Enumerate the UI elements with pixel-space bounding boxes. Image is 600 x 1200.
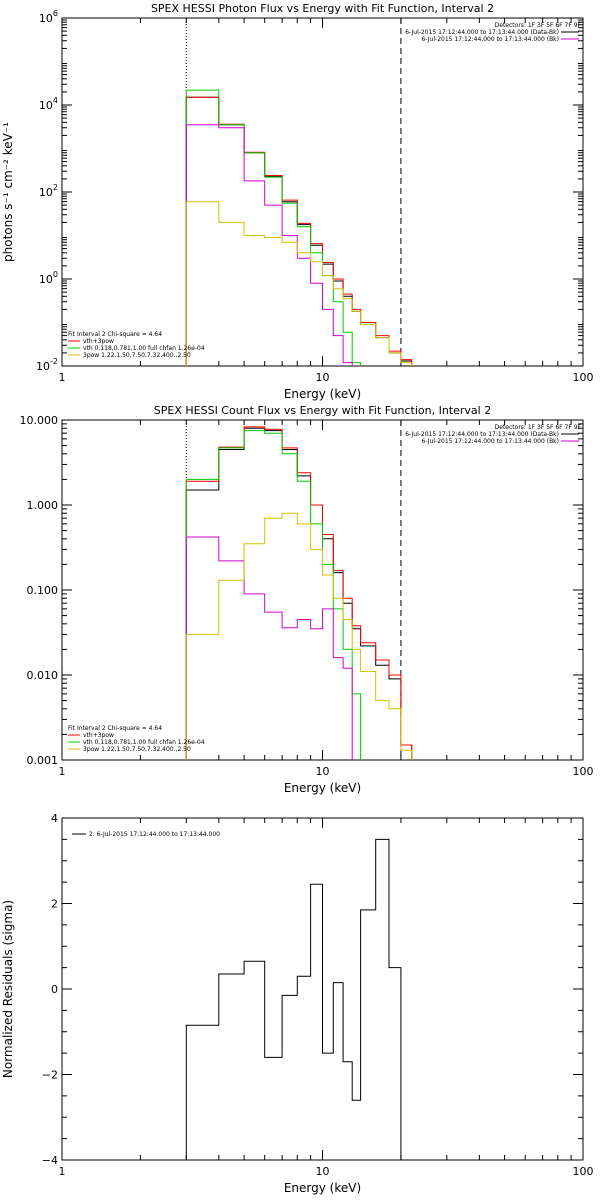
panel-count: SPEX HESSI Count Flux vs Energy with Fit…: [20, 404, 594, 795]
series-line-3: [185, 124, 353, 366]
series-line-2: [185, 89, 362, 366]
legend-header: Detectors: 1F 3F 5F 6F 7F 9F: [495, 22, 582, 29]
x-axis-label: Energy (keV): [284, 387, 361, 401]
y-tick-base: 10: [39, 99, 53, 112]
series-line-3: [185, 536, 353, 760]
y-tick-exponent: 2: [53, 183, 58, 192]
y-tick-label: 106: [39, 9, 58, 25]
y-tick-label: 2: [51, 898, 58, 911]
legend-entry-text: 6-Jul-2015 17:12:44.000 to 17:13:44.000 …: [421, 36, 559, 43]
series-group: [185, 838, 402, 1160]
series-line-1: [185, 426, 413, 760]
legend-header: Detectors: 1F 3F 5F 6F 7F 9F: [495, 424, 582, 431]
legend-header: Fit Interval 2 Chi-square = 4.64: [68, 725, 162, 732]
y-tick-base: 10: [39, 12, 53, 25]
y-tick-exponent: 0: [53, 270, 58, 279]
y-tick-label: 100: [39, 270, 58, 286]
series-line-0: [185, 838, 402, 1160]
legend-entry-text: 2. 6-Jul-2015 17:12:44.000 to 17:13:44.0…: [89, 831, 220, 838]
x-tick-label: 1: [59, 1165, 66, 1178]
legend-top-left: 2. 6-Jul-2015 17:12:44.000 to 17:13:44.0…: [72, 831, 220, 838]
y-tick-label: 102: [39, 183, 58, 199]
y-tick-label: 1.000: [27, 499, 59, 512]
legend-entry-text: 3pow 1.22,1.50,7.50,7.32,400.,2.50: [83, 352, 191, 359]
series-line-4: [185, 201, 413, 366]
y-tick-label: 0: [51, 983, 58, 996]
y-tick-label: 0.010: [27, 669, 59, 682]
legend-bottom-left: Fit Interval 2 Chi-square = 4.64vth+3pow…: [68, 725, 205, 753]
chart-title: SPEX HESSI Count Flux vs Energy with Fit…: [154, 404, 491, 417]
series-line-4: [185, 512, 413, 760]
y-tick-label: 0.001: [27, 754, 59, 767]
y-tick-exponent: -2: [50, 357, 58, 366]
y-tick-label: −4: [42, 1154, 58, 1167]
plot-frame: [61, 17, 584, 367]
legend-entry-text: vth 0.118,0.781,1.00 full chfan 1.26e-04: [83, 739, 205, 746]
series-group: [185, 426, 413, 760]
plot-frame: [61, 419, 584, 761]
y-tick-label: 10-2: [36, 357, 58, 373]
legend-entry-text: 6-Jul-2015 17:12:44.000 to 17:13:44.000 …: [405, 29, 559, 36]
y-tick-label: 0.100: [27, 584, 59, 597]
y-tick-label: 10.000: [20, 414, 59, 427]
y-tick-exponent: 6: [53, 9, 58, 18]
series-line-0: [185, 427, 413, 760]
legend-bottom-left: Fit Interval 2 Chi-square = 4.64vth+3pow…: [68, 331, 205, 359]
chart-title: SPEX HESSI Photon Flux vs Energy with Fi…: [151, 2, 494, 15]
series-line-0: [185, 96, 413, 366]
x-tick-label: 10: [316, 765, 330, 778]
x-axis-label: Energy (keV): [284, 1181, 361, 1195]
legend-entry-text: 6-Jul-2015 17:12:44.000 to 17:13:44.000 …: [405, 431, 559, 438]
x-tick-label: 10: [316, 371, 330, 384]
x-tick-label: 100: [573, 765, 594, 778]
series-line-2: [185, 430, 362, 760]
panel-photon: SPEX HESSI Photon Flux vs Energy with Fi…: [1, 2, 594, 401]
y-tick-base: 10: [39, 273, 53, 286]
y-axis-label: photons s⁻¹ cm⁻² keV⁻¹: [1, 122, 15, 262]
panel-resid: 1 10 100 −4 −2 0 2 4 Energy (keV) Normalized Resi…: [1, 812, 594, 1195]
x-tick-label: 100: [573, 1165, 594, 1178]
y-tick-label: 104: [39, 96, 58, 112]
x-tick-label: 1: [59, 765, 66, 778]
y-tick-exponent: 4: [53, 96, 58, 105]
x-axis-label: Energy (keV): [284, 781, 361, 795]
legend-entry-text: vth+3pow: [83, 338, 114, 345]
legend-entry-text: 6-Jul-2015 17:12:44.000 to 17:13:44.000 …: [421, 438, 559, 445]
legend-entry-text: vth+3pow: [83, 732, 114, 739]
y-tick-base: 10: [36, 360, 50, 373]
x-tick-label: 100: [573, 371, 594, 384]
y-tick-label: −2: [42, 1069, 58, 1082]
x-tick-label: 1: [59, 371, 66, 384]
series-line-1: [185, 96, 413, 366]
legend-top-right: Detectors: 1F 3F 5F 6F 7F 9F6-Jul-2015 1…: [405, 424, 581, 445]
legend-header: Fit Interval 2 Chi-square = 4.64: [68, 331, 162, 338]
x-tick-label: 10: [316, 1165, 330, 1178]
y-tick-label: 4: [51, 812, 58, 825]
y-tick-base: 10: [39, 186, 53, 199]
series-group: [185, 89, 413, 366]
y-axis-label: Normalized Residuals (sigma): [1, 900, 15, 1078]
legend-entry-text: vth 0.118,0.781,1.00 full chfan 1.26e-04: [83, 345, 205, 352]
legend-entry-text: 3pow 1.22,1.50,7.50,7.32,400.,2.50: [83, 746, 191, 753]
legend-top-right: Detectors: 1F 3F 5F 6F 7F 9F6-Jul-2015 1…: [405, 22, 581, 43]
